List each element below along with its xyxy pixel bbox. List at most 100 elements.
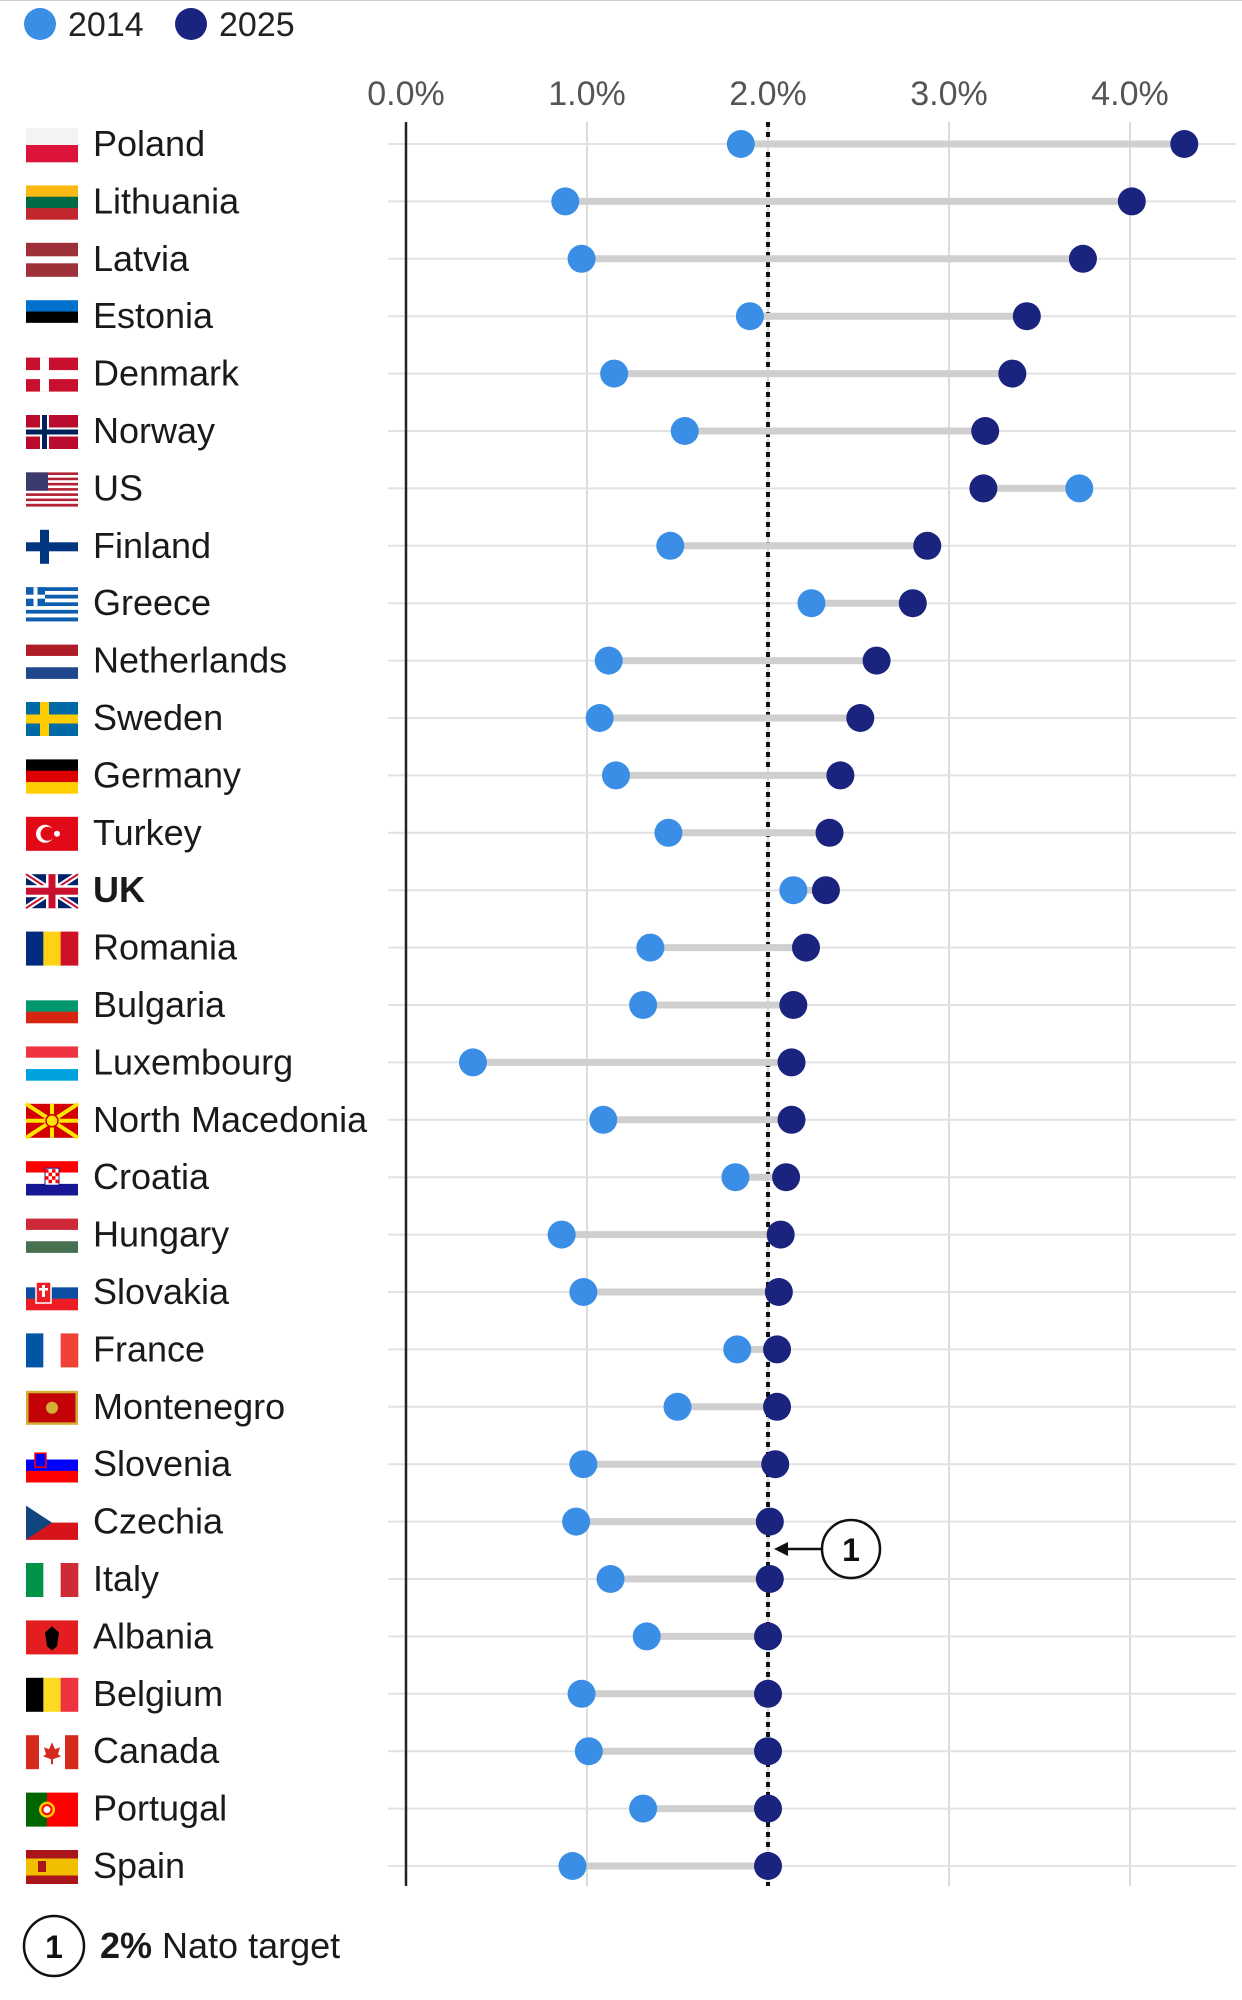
- flag-cross: [26, 714, 78, 724]
- flag-maple-leaf: [43, 1742, 61, 1765]
- flag-stripe: [26, 300, 78, 312]
- country-label-germany: Germany: [93, 754, 241, 795]
- flag-cross: [26, 370, 78, 380]
- point-2014-canada: [574, 1737, 603, 1766]
- flag-stripe: [26, 1735, 40, 1770]
- flag-stripe: [26, 475, 78, 478]
- flag-italy-icon: [26, 1563, 79, 1597]
- flag-stripe: [26, 1000, 78, 1012]
- flag-stripe: [26, 480, 78, 484]
- flag-stripe: [26, 989, 78, 1001]
- flag-bulgaria-icon: [26, 989, 78, 1024]
- flag-crescent-cut: [40, 826, 55, 841]
- flag-stripe: [26, 782, 78, 794]
- point-2014-romania: [636, 933, 665, 962]
- dumbbells: [458, 130, 1199, 1880]
- country-label-albania: Albania: [93, 1615, 214, 1656]
- flag-stripe: [26, 493, 78, 497]
- flag-checker: [55, 1172, 59, 1177]
- flag-belgium-icon: [26, 1677, 79, 1712]
- footnote-bold-part: 2%: [100, 1925, 152, 1966]
- legend-label-2014: 2014: [68, 6, 144, 44]
- flag-stripe: [26, 501, 78, 504]
- flag-stripe: [60, 1563, 79, 1597]
- point-2025-greece: [898, 589, 927, 618]
- flag-stripe: [26, 485, 78, 489]
- flag-slovenia-icon: [26, 1448, 78, 1483]
- annotation-marker-circle: [820, 1518, 882, 1580]
- footnote-marker-circle: [22, 1914, 86, 1978]
- point-2025-slovakia: [764, 1278, 793, 1306]
- point-2014-sweden: [585, 704, 614, 732]
- country-label-us: US: [93, 467, 143, 508]
- country-label-portugal: Portugal: [93, 1788, 227, 1829]
- flag-stripe: [26, 185, 78, 198]
- country-label-estonia: Estonia: [93, 295, 214, 336]
- point-2025-uk: [811, 876, 840, 905]
- country-label-croatia: Croatia: [93, 1156, 210, 1197]
- point-2025-latvia: [1068, 244, 1097, 273]
- point-2014-us: [1065, 474, 1094, 503]
- point-2014-finland: [656, 531, 685, 560]
- point-2014-norway: [670, 417, 699, 445]
- flag-albania-icon: [26, 1620, 78, 1655]
- flag-stripe: [26, 1046, 78, 1059]
- point-2014-north-macedonia: [589, 1105, 618, 1134]
- flag-emblem: [46, 1401, 58, 1414]
- point-2025-turkey: [815, 818, 844, 847]
- flag-spain-icon: [26, 1850, 78, 1884]
- country-label-netherlands: Netherlands: [93, 640, 287, 681]
- flag-norway-icon: [26, 415, 78, 449]
- point-2025-germany: [826, 761, 855, 790]
- flag-stripe: [26, 644, 78, 657]
- flag-hungary-icon: [26, 1218, 78, 1253]
- point-2014-albania: [632, 1622, 661, 1651]
- point-2025-croatia: [772, 1163, 801, 1192]
- top-border: [0, 0, 1242, 1]
- flag-checker: [55, 1179, 59, 1184]
- country-label-canada: Canada: [93, 1730, 220, 1771]
- flag-stripe: [26, 1563, 44, 1597]
- flag-stripe: [26, 1218, 78, 1231]
- country-label-romania: Romania: [93, 927, 238, 968]
- flag-stripe: [26, 617, 78, 622]
- flag-stripe: [26, 1470, 78, 1483]
- flag-stripe: [26, 1241, 78, 1253]
- footnote: 1 2% Nato target: [22, 1914, 340, 1978]
- point-2014-montenegro: [663, 1392, 692, 1421]
- flag-stripe: [65, 1735, 79, 1770]
- point-2025-netherlands: [862, 646, 891, 675]
- flag-stripe: [26, 482, 78, 486]
- footnote-text: 2% Nato target: [100, 1925, 340, 1966]
- country-label-luxembourg: Luxembourg: [93, 1041, 293, 1082]
- flag-stripe: [26, 196, 78, 209]
- flag-czechia-icon: [26, 1505, 78, 1540]
- target-annotation: 1: [774, 1518, 882, 1580]
- point-2014-belgium: [567, 1679, 596, 1708]
- flag-triangle: [26, 1505, 52, 1540]
- flag-stripe: [26, 145, 78, 163]
- country-label-norway: Norway: [93, 410, 215, 451]
- flag-stripe: [26, 759, 78, 772]
- country-label-czechia: Czechia: [93, 1501, 224, 1542]
- flag-stripe: [26, 613, 78, 618]
- flag-stripe: [60, 1677, 79, 1712]
- country-label-italy: Italy: [93, 1558, 159, 1599]
- flag-sun: [45, 1114, 59, 1128]
- flag-stripe: [43, 931, 61, 966]
- flag-stripe: [26, 490, 78, 494]
- point-2025-italy: [755, 1565, 784, 1593]
- point-2014-france: [723, 1335, 752, 1364]
- flag-cross: [39, 1288, 48, 1291]
- row-lines: [388, 143, 1236, 1867]
- flag-eagle: [45, 1626, 59, 1651]
- flag-stripe: [26, 1858, 78, 1876]
- flag-cross: [26, 542, 78, 552]
- flag-stripe: [26, 931, 44, 966]
- flag-stripe: [26, 655, 78, 668]
- point-2025-sweden: [846, 704, 875, 732]
- point-2025-north-macedonia: [777, 1105, 806, 1134]
- flag-emblem: [38, 1861, 46, 1872]
- point-2014-czechia: [562, 1507, 591, 1536]
